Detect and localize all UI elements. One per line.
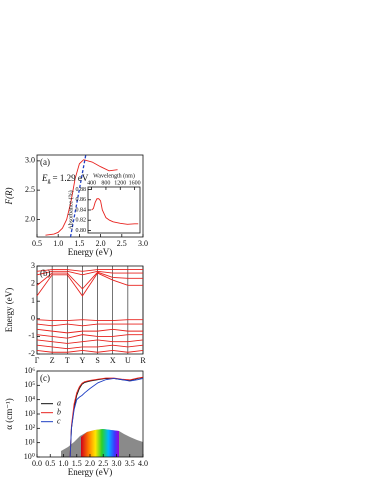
series-line xyxy=(69,154,87,238)
series-line xyxy=(36,350,144,353)
series-line xyxy=(45,159,118,236)
visible-spectrum xyxy=(81,429,119,457)
y-axis-label: Absorbance (%) xyxy=(67,190,74,229)
annotation-subscript: g xyxy=(48,179,51,185)
x-tick-label: 1.0 xyxy=(59,459,69,468)
x-tick-label: 1.0 xyxy=(53,239,63,248)
x-tick-label: 2.5 xyxy=(98,459,108,468)
x-tick-label: 1200 xyxy=(114,180,126,186)
y-tick-label: -2 xyxy=(28,349,35,358)
legend-label: b xyxy=(57,408,61,417)
series-line xyxy=(36,334,143,339)
x-tick-label: 2.5 xyxy=(117,239,127,248)
x-tick-label: S xyxy=(95,356,99,365)
x-tick-label: Z xyxy=(50,356,55,365)
series-line xyxy=(36,271,143,290)
y-tick-label: 10⁵ xyxy=(24,380,35,389)
annotation: Eg = 1.29 eV xyxy=(41,173,89,185)
x-tick-label: 3.0 xyxy=(138,239,148,248)
legend-label: c xyxy=(57,417,61,426)
x-axis-label: Energy (eV) xyxy=(68,467,113,477)
x-tick-label: 2.0 xyxy=(85,459,95,468)
y-tick-label: 3.0 xyxy=(25,156,35,165)
panel-label: (b) xyxy=(40,268,51,278)
x-tick-label: 2.0 xyxy=(96,239,106,248)
x-tick-label: T xyxy=(65,356,70,365)
y-tick-label: 0.88 xyxy=(76,187,87,193)
x-tick-label: 1600 xyxy=(129,180,141,186)
x-tick-label: 3.0 xyxy=(112,459,122,468)
legend-label: a xyxy=(57,399,61,408)
series-line xyxy=(36,344,144,350)
series-line xyxy=(69,376,144,458)
annotation-text: = 1.29 eV xyxy=(53,173,89,183)
x-tick-label: Γ xyxy=(35,356,40,365)
x-tick-label: 800 xyxy=(101,180,110,186)
series-line xyxy=(36,269,143,272)
y-tick-label: 10⁰ xyxy=(24,452,35,461)
series-line xyxy=(69,378,144,458)
y-tick-label: 0 xyxy=(31,314,35,323)
y-tick-label: 10¹ xyxy=(25,437,36,446)
annotation-symbol: E xyxy=(41,173,48,183)
series-line xyxy=(36,323,143,327)
x-tick-label: X xyxy=(110,356,116,365)
y-tick-label: 2.0 xyxy=(25,214,35,223)
y-axis-label: Energy (eV) xyxy=(4,288,14,333)
y-tick-label: 2 xyxy=(31,278,35,287)
series-line xyxy=(36,339,144,344)
y-tick-label: 0.80 xyxy=(76,228,87,234)
x-tick-label: 0.5 xyxy=(32,239,42,248)
y-tick-label: 1 xyxy=(31,296,35,305)
series-line xyxy=(36,319,143,322)
y-axis-label: F(R) xyxy=(4,188,14,206)
x-tick-label: 1.5 xyxy=(72,459,82,468)
y-tick-label: 10² xyxy=(25,423,36,432)
y-tick-label: 0.86 xyxy=(76,197,87,203)
x-tick-label: 3.5 xyxy=(125,459,135,468)
x-tick-label: Y xyxy=(80,356,86,365)
y-tick-label: 10³ xyxy=(25,409,36,418)
x-tick-label: 1.5 xyxy=(74,239,84,248)
series-line xyxy=(91,198,139,225)
panel-label: (a) xyxy=(40,157,50,167)
x-tick-label: U xyxy=(125,356,131,365)
series-line xyxy=(36,270,143,276)
y-axis-label: α (cm⁻¹) xyxy=(4,398,14,429)
x-axis-label: Energy (eV) xyxy=(68,247,113,257)
y-tick-label: 3 xyxy=(31,261,35,270)
x-axis-label: Wavelength (nm) xyxy=(93,172,135,179)
panel-label: (c) xyxy=(40,373,50,383)
x-tick-label: 0.0 xyxy=(32,459,42,468)
y-tick-label: 0.82 xyxy=(76,218,87,224)
x-tick-label: 4.0 xyxy=(138,459,148,468)
x-tick-label: 0.5 xyxy=(45,459,55,468)
y-tick-label: 0.84 xyxy=(76,207,87,213)
y-tick-label: 2.5 xyxy=(25,185,35,194)
y-tick-label: 10⁶ xyxy=(24,366,35,375)
plot-frame xyxy=(36,154,144,238)
series-line xyxy=(36,328,143,334)
plot-frame xyxy=(87,186,141,234)
x-tick-label: 400 xyxy=(87,180,96,186)
x-tick-label: R xyxy=(140,356,146,365)
series-line xyxy=(36,272,143,297)
y-tick-label: -1 xyxy=(28,331,35,340)
y-tick-label: 10⁴ xyxy=(24,394,35,403)
